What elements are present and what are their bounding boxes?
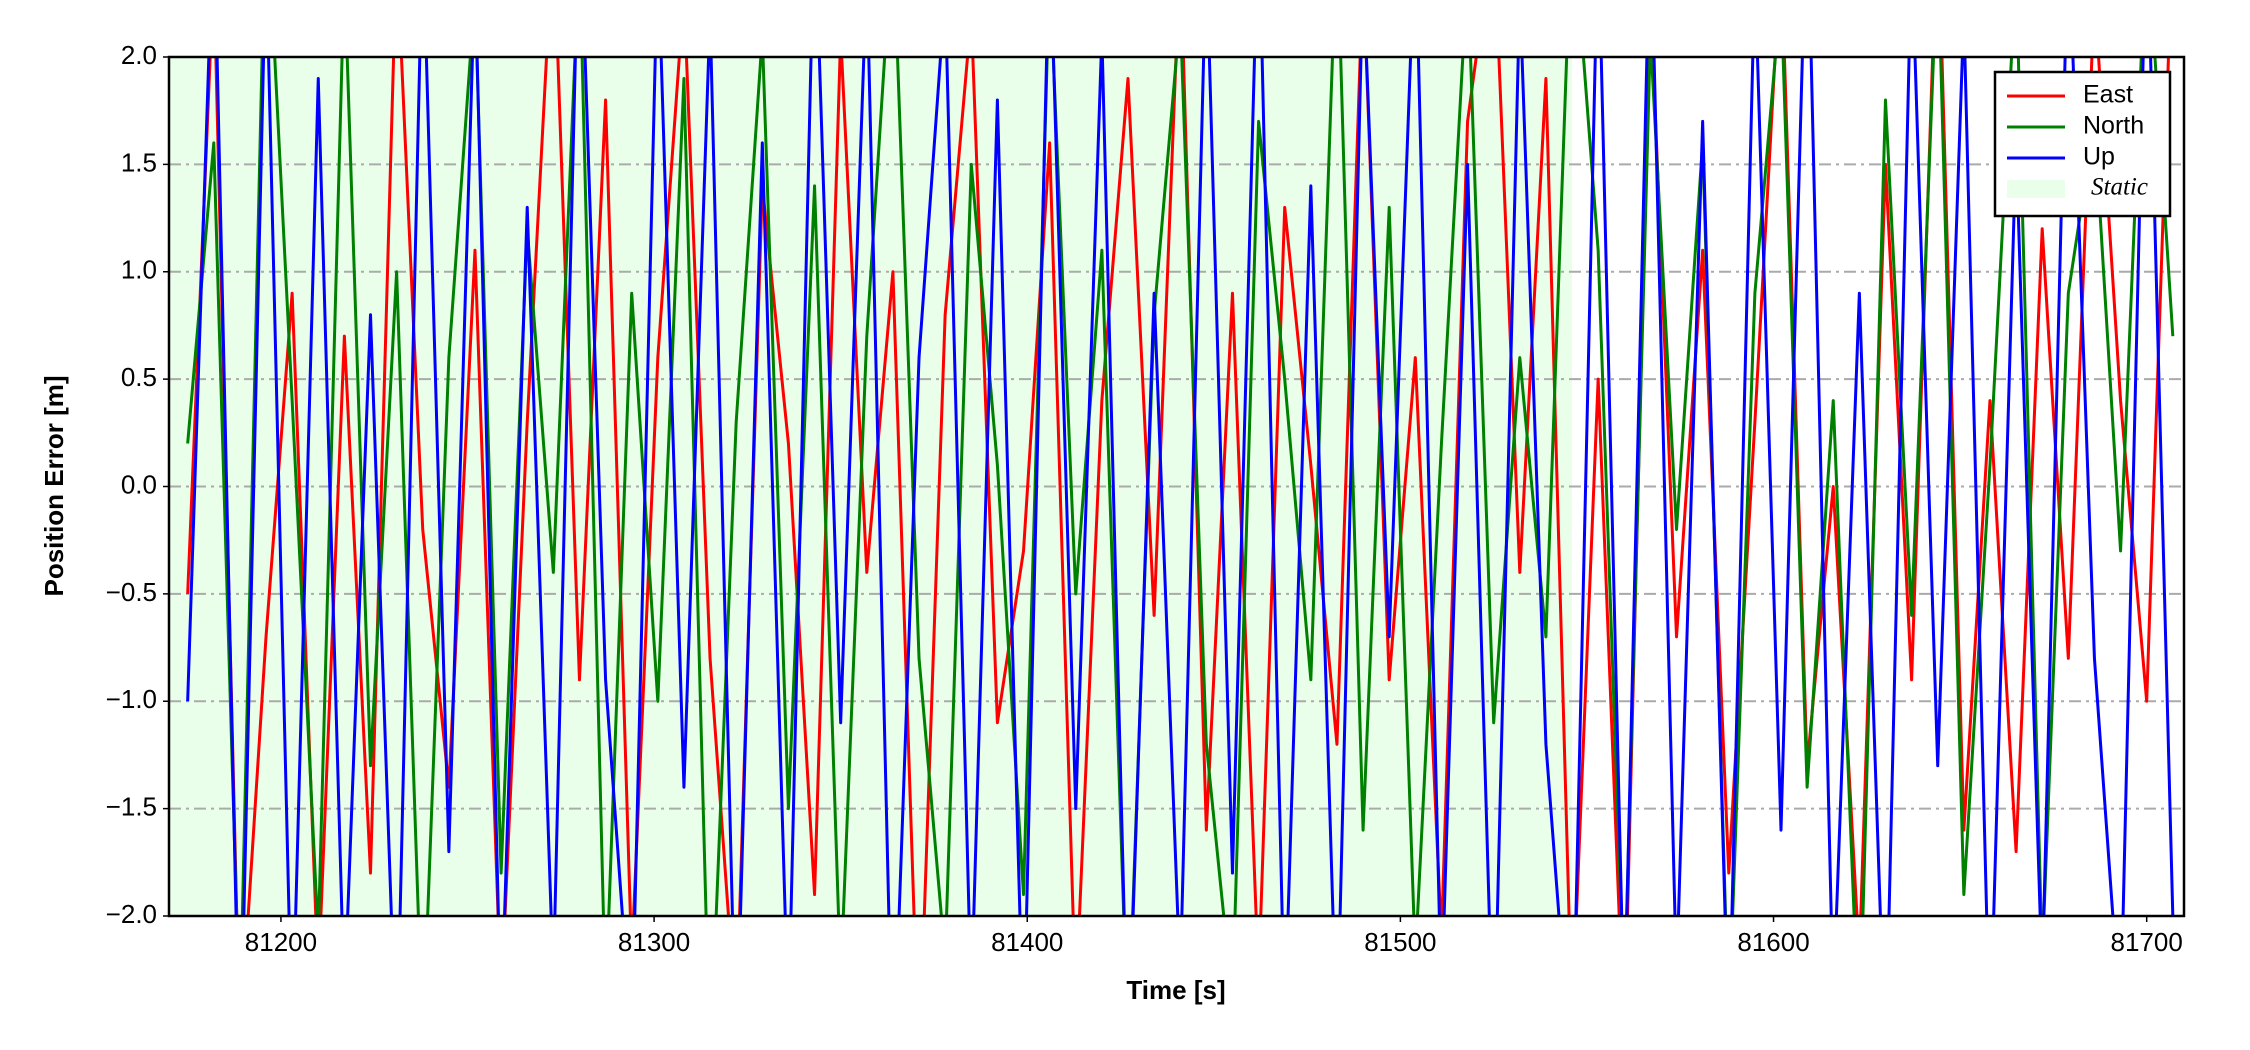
y-axis-label: Position Error [m]	[39, 375, 69, 596]
legend-label: East	[2083, 81, 2133, 109]
legend-label: North	[2083, 112, 2144, 140]
y-tick-label: −1.5	[106, 792, 157, 822]
x-tick-label: 81300	[618, 927, 690, 957]
x-tick-label: 81500	[1364, 927, 1436, 957]
legend-label: Up	[2083, 143, 2115, 171]
legend-swatch	[2007, 180, 2065, 198]
x-tick-label: 81700	[2111, 927, 2183, 957]
x-tick-label: 81400	[991, 927, 1063, 957]
legend-label: Static	[2091, 174, 2148, 201]
y-tick-label: 1.0	[121, 255, 157, 285]
x-tick-label: 81200	[245, 927, 317, 957]
y-tick-label: −2.0	[106, 899, 157, 929]
y-tick-label: 0.5	[121, 362, 157, 392]
plot-area	[169, 57, 2184, 916]
plot-frame	[167, 55, 2186, 918]
y-tick-label: 1.5	[121, 147, 157, 177]
x-tick-label: 81600	[1737, 927, 1809, 957]
y-tick-label: −0.5	[106, 577, 157, 607]
series-line	[186, 57, 2175, 916]
y-tick-label: 0.0	[121, 469, 157, 499]
x-axis-label: Time [s]	[1126, 975, 1225, 1005]
y-tick-label: −1.0	[106, 684, 157, 714]
y-tick-label: 2.0	[121, 40, 157, 70]
